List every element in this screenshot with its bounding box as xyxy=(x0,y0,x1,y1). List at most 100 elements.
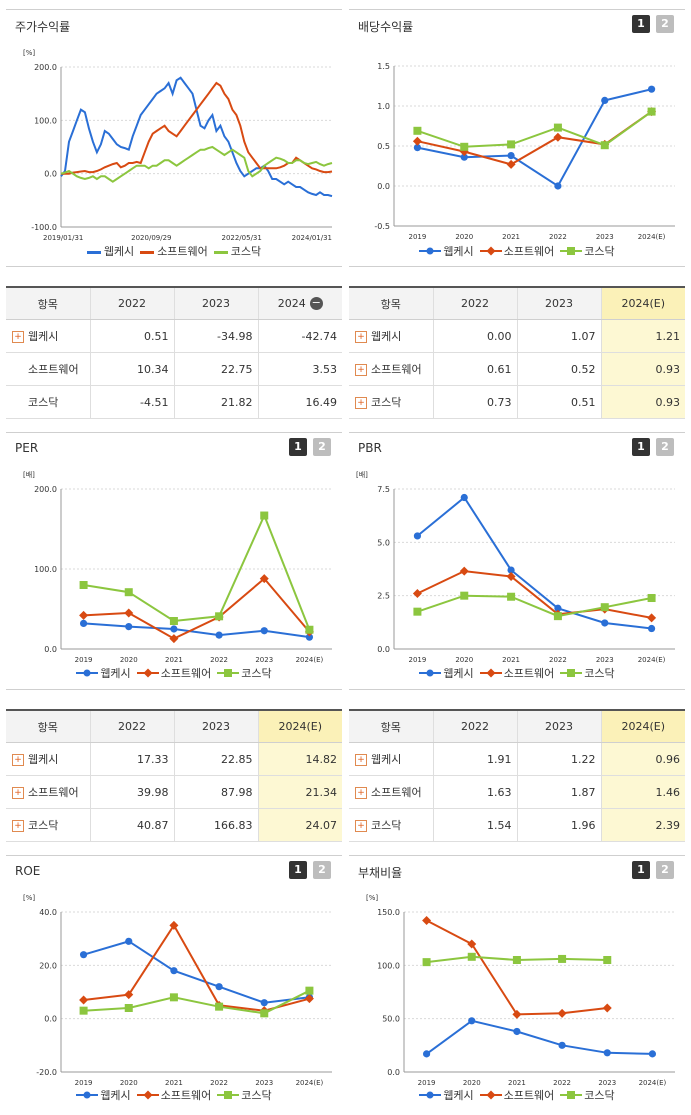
dividend-yield-panel: 배당수익률 1 2 1.5 1.0 0.5 0.0 -0.5 2019 2020 2021 20… xyxy=(349,9,685,267)
page-2-button[interactable]: 2 xyxy=(656,861,674,879)
data-point xyxy=(603,956,612,964)
table-cell: 0.61 xyxy=(432,352,517,386)
y-tick-label: 0.0 xyxy=(377,645,390,654)
x-tick-label: 2021 xyxy=(502,233,520,241)
table-cell: 22.85 xyxy=(173,742,258,776)
table-cell: 14.82 xyxy=(257,742,342,776)
page-1-button[interactable]: 1 xyxy=(289,861,307,879)
table-cell: 0.73 xyxy=(432,385,517,419)
table-row: 소프트웨어 10.34 22.75 3.53 xyxy=(6,352,342,386)
expand-icon[interactable]: + xyxy=(12,754,24,766)
page-2-button[interactable]: 2 xyxy=(313,861,331,879)
table-cell: 1.46 xyxy=(600,775,685,809)
legend-label: 소프트웨어 xyxy=(157,245,208,258)
expand-icon[interactable]: + xyxy=(355,331,367,343)
page-2-button[interactable]: 2 xyxy=(656,438,674,456)
data-point xyxy=(647,85,656,93)
data-point xyxy=(413,532,422,540)
table-cell: 0.93 xyxy=(600,352,685,386)
table-header-cell: 2022 xyxy=(432,286,517,320)
x-tick-label: 2023 xyxy=(598,1079,616,1087)
expand-icon[interactable]: + xyxy=(12,331,24,343)
roe-chart: [%] 40.0 20.0 0.0 -20.0 2019 2020 2021 2022 2023 2… xyxy=(23,894,332,1087)
series-line xyxy=(417,88,652,188)
expand-icon[interactable]: + xyxy=(12,787,24,799)
table-cell: 10.34 xyxy=(89,352,174,386)
page-1-button[interactable]: 1 xyxy=(632,861,650,879)
y-tick-label: 0.0 xyxy=(387,1068,400,1077)
dividend-yield-chart: 1.5 1.0 0.5 0.0 -0.5 2019 2020 2021 2022 2023 2024… xyxy=(374,62,675,241)
data-point xyxy=(260,999,268,1007)
expand-icon[interactable]: + xyxy=(355,787,367,799)
data-point xyxy=(305,986,314,995)
table-cell: 24.07 xyxy=(257,808,342,842)
table-header-cell: 항목 xyxy=(349,709,433,743)
legend-swatch xyxy=(419,246,442,259)
table-header-cell: 2022 xyxy=(432,709,517,743)
data-point xyxy=(170,625,178,633)
header-label: 2022 xyxy=(461,720,489,733)
data-point xyxy=(413,126,422,135)
legend-item: 소프트웨어 xyxy=(479,1087,554,1103)
table-cell: 0.96 xyxy=(600,742,685,776)
data-point xyxy=(79,995,89,1005)
expand-icon[interactable]: + xyxy=(355,364,367,376)
data-point xyxy=(647,624,656,633)
table-header-cell: 2024− xyxy=(257,286,342,320)
expand-icon[interactable]: + xyxy=(355,754,367,766)
pbr-chart: [배] 7.5 5.0 2.5 0.0 2019 2020 2021 2022 2023 2024(… xyxy=(356,470,675,664)
data-point xyxy=(413,144,422,152)
page-2-button[interactable]: 2 xyxy=(313,438,331,456)
table-cell: 87.98 xyxy=(173,775,258,809)
header-label: 2022 xyxy=(118,297,146,310)
x-tick-label: 2020 xyxy=(455,656,473,664)
x-tick-label: 2023 xyxy=(596,656,614,664)
page-1-button[interactable]: 1 xyxy=(632,15,650,33)
x-tick-label: 2021 xyxy=(508,1079,526,1087)
table-cell: 0.00 xyxy=(432,319,517,353)
expand-icon[interactable]: + xyxy=(12,820,24,832)
series-line xyxy=(61,81,333,175)
row-label-cell: + 소프트웨어 xyxy=(6,775,90,809)
page-1-button[interactable]: 1 xyxy=(289,438,307,456)
pbr-table: 항목 2022 2023 2024(E) + 웹케시 1.91 1.22 0.96 + 소프트웨어 1… xyxy=(349,709,685,842)
data-point xyxy=(507,566,515,574)
data-point xyxy=(507,140,516,149)
row-label-cell: 소프트웨어 xyxy=(6,352,90,386)
table-row: 코스닥 -4.51 21.82 16.49 xyxy=(6,385,342,419)
expand-icon[interactable]: + xyxy=(355,820,367,832)
data-point xyxy=(259,574,269,584)
table-row: + 코스닥 0.73 0.51 0.93 xyxy=(349,385,685,419)
chart-legend: 웹케시 소프트웨어 코스닥 xyxy=(349,1087,685,1103)
row-label: 코스닥 xyxy=(371,396,402,409)
y-tick-label: 100.0 xyxy=(377,961,400,970)
x-tick-label: 2024(E) xyxy=(638,233,666,241)
table-row: + 웹케시 0.51 -34.98 -42.74 xyxy=(6,319,342,353)
data-point xyxy=(603,1049,611,1057)
legend-swatch xyxy=(140,250,155,254)
page-2-button[interactable]: 2 xyxy=(656,15,674,33)
x-tick-label: 2024(E) xyxy=(639,1079,667,1087)
table-cell: -4.51 xyxy=(89,385,174,419)
row-label: 소프트웨어 xyxy=(371,363,422,376)
table-cell: 1.54 xyxy=(432,808,517,842)
collapse-icon[interactable]: − xyxy=(309,296,323,311)
x-tick-label: 2022 xyxy=(549,656,567,664)
page-1-button[interactable]: 1 xyxy=(632,438,650,456)
header-label: 2024(E) xyxy=(621,720,666,733)
data-point xyxy=(79,951,88,959)
expand-icon[interactable]: + xyxy=(355,397,367,409)
legend-swatch xyxy=(419,1090,442,1103)
x-tick-label: 2022 xyxy=(549,233,567,241)
legend-item: 웹케시 xyxy=(419,665,474,681)
table-cell: 1.91 xyxy=(432,742,517,776)
data-point xyxy=(124,588,133,597)
series-line xyxy=(83,622,310,639)
series-line xyxy=(83,923,310,1012)
table-row: + 소프트웨어 39.98 87.98 21.34 xyxy=(6,775,342,809)
table-cell: 0.93 xyxy=(600,385,685,419)
header-label: 2023 xyxy=(545,720,573,733)
data-point xyxy=(553,123,562,132)
legend-item: 코스닥 xyxy=(560,665,615,681)
x-tick-label: 2019 xyxy=(418,1079,436,1087)
